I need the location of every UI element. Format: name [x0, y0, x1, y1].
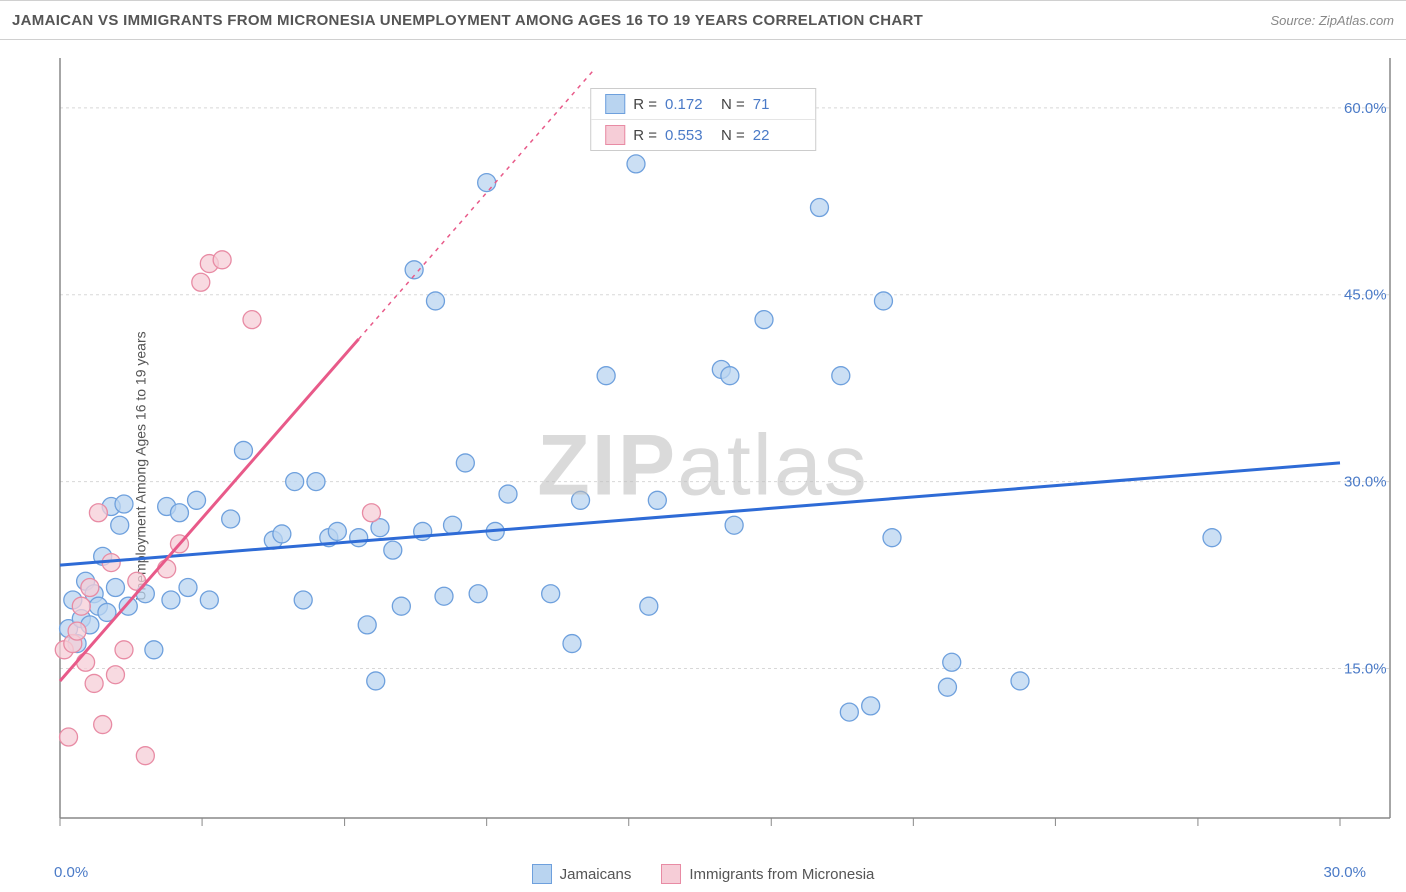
legend-swatch [661, 864, 681, 884]
data-point [627, 155, 645, 173]
n-value: 71 [753, 96, 801, 113]
legend-item: Immigrants from Micronesia [661, 864, 874, 884]
data-point [563, 635, 581, 653]
n-value: 22 [753, 127, 801, 144]
data-point [938, 678, 956, 696]
r-label: R = [633, 96, 657, 113]
data-point [213, 251, 231, 269]
r-value: 0.172 [665, 96, 713, 113]
data-point [81, 579, 99, 597]
data-point [234, 441, 252, 459]
data-point [755, 311, 773, 329]
data-point [77, 653, 95, 671]
data-point [350, 529, 368, 547]
data-point [192, 273, 210, 291]
data-point [542, 585, 560, 603]
data-point [243, 311, 261, 329]
n-label: N = [721, 127, 745, 144]
data-point [119, 597, 137, 615]
data-point [106, 579, 124, 597]
data-point [60, 728, 78, 746]
n-label: N = [721, 96, 745, 113]
data-point [444, 516, 462, 534]
data-point [106, 666, 124, 684]
data-point [273, 525, 291, 543]
data-point [328, 522, 346, 540]
data-point [158, 560, 176, 578]
data-point [469, 585, 487, 603]
data-point [72, 597, 90, 615]
r-value: 0.553 [665, 127, 713, 144]
data-point [85, 674, 103, 692]
data-point [68, 622, 86, 640]
data-point [162, 591, 180, 609]
data-point [89, 504, 107, 522]
chart-title: JAMAICAN VS IMMIGRANTS FROM MICRONESIA U… [12, 12, 923, 29]
data-point [200, 591, 218, 609]
source-attribution: Source: ZipAtlas.com [1270, 13, 1394, 28]
data-point [188, 491, 206, 509]
data-point [362, 504, 380, 522]
data-point [294, 591, 312, 609]
data-point [170, 504, 188, 522]
y-tick-label: 30.0% [1344, 474, 1387, 491]
data-point [1203, 529, 1221, 547]
data-point [179, 579, 197, 597]
correlation-legend-row: R = 0.553 N = 22 [591, 120, 815, 150]
data-point [832, 367, 850, 385]
data-point [392, 597, 410, 615]
data-point [136, 747, 154, 765]
y-tick-label: 60.0% [1344, 100, 1387, 117]
legend-label: Jamaicans [560, 866, 632, 883]
data-point [721, 367, 739, 385]
chart-area: Unemployment Among Ages 16 to 19 years 1… [0, 40, 1406, 892]
data-point [572, 491, 590, 509]
data-point [426, 292, 444, 310]
correlation-legend-row: R = 0.172 N = 71 [591, 89, 815, 120]
data-point [115, 495, 133, 513]
data-point [222, 510, 240, 528]
trend-line-projected [359, 70, 594, 339]
data-point [286, 473, 304, 491]
data-point [840, 703, 858, 721]
data-point [648, 491, 666, 509]
legend-swatch [605, 125, 625, 145]
trend-line [60, 463, 1340, 565]
series-legend: Jamaicans Immigrants from Micronesia [0, 856, 1406, 892]
data-point [115, 641, 133, 659]
data-point [111, 516, 129, 534]
r-label: R = [633, 127, 657, 144]
data-point [874, 292, 892, 310]
title-bar: JAMAICAN VS IMMIGRANTS FROM MICRONESIA U… [0, 0, 1406, 40]
data-point [862, 697, 880, 715]
data-point [435, 587, 453, 605]
data-point [640, 597, 658, 615]
data-point [384, 541, 402, 559]
scatter-chart: 15.0% 30.0% 45.0% 60.0% [46, 40, 1406, 856]
legend-swatch [532, 864, 552, 884]
data-point [478, 174, 496, 192]
data-point [597, 367, 615, 385]
data-point [725, 516, 743, 534]
data-point [145, 641, 163, 659]
y-tick-label: 45.0% [1344, 287, 1387, 304]
legend-swatch [605, 94, 625, 114]
legend-item: Jamaicans [532, 864, 632, 884]
y-tick-label: 15.0% [1344, 660, 1387, 677]
data-point [499, 485, 517, 503]
data-point [367, 672, 385, 690]
correlation-legend: R = 0.172 N = 71 R = 0.553 N = 22 [590, 88, 816, 151]
data-point [94, 716, 112, 734]
data-point [307, 473, 325, 491]
data-point [1011, 672, 1029, 690]
legend-label: Immigrants from Micronesia [689, 866, 874, 883]
data-point [943, 653, 961, 671]
data-point [456, 454, 474, 472]
data-point [810, 199, 828, 217]
data-point [883, 529, 901, 547]
data-point [358, 616, 376, 634]
